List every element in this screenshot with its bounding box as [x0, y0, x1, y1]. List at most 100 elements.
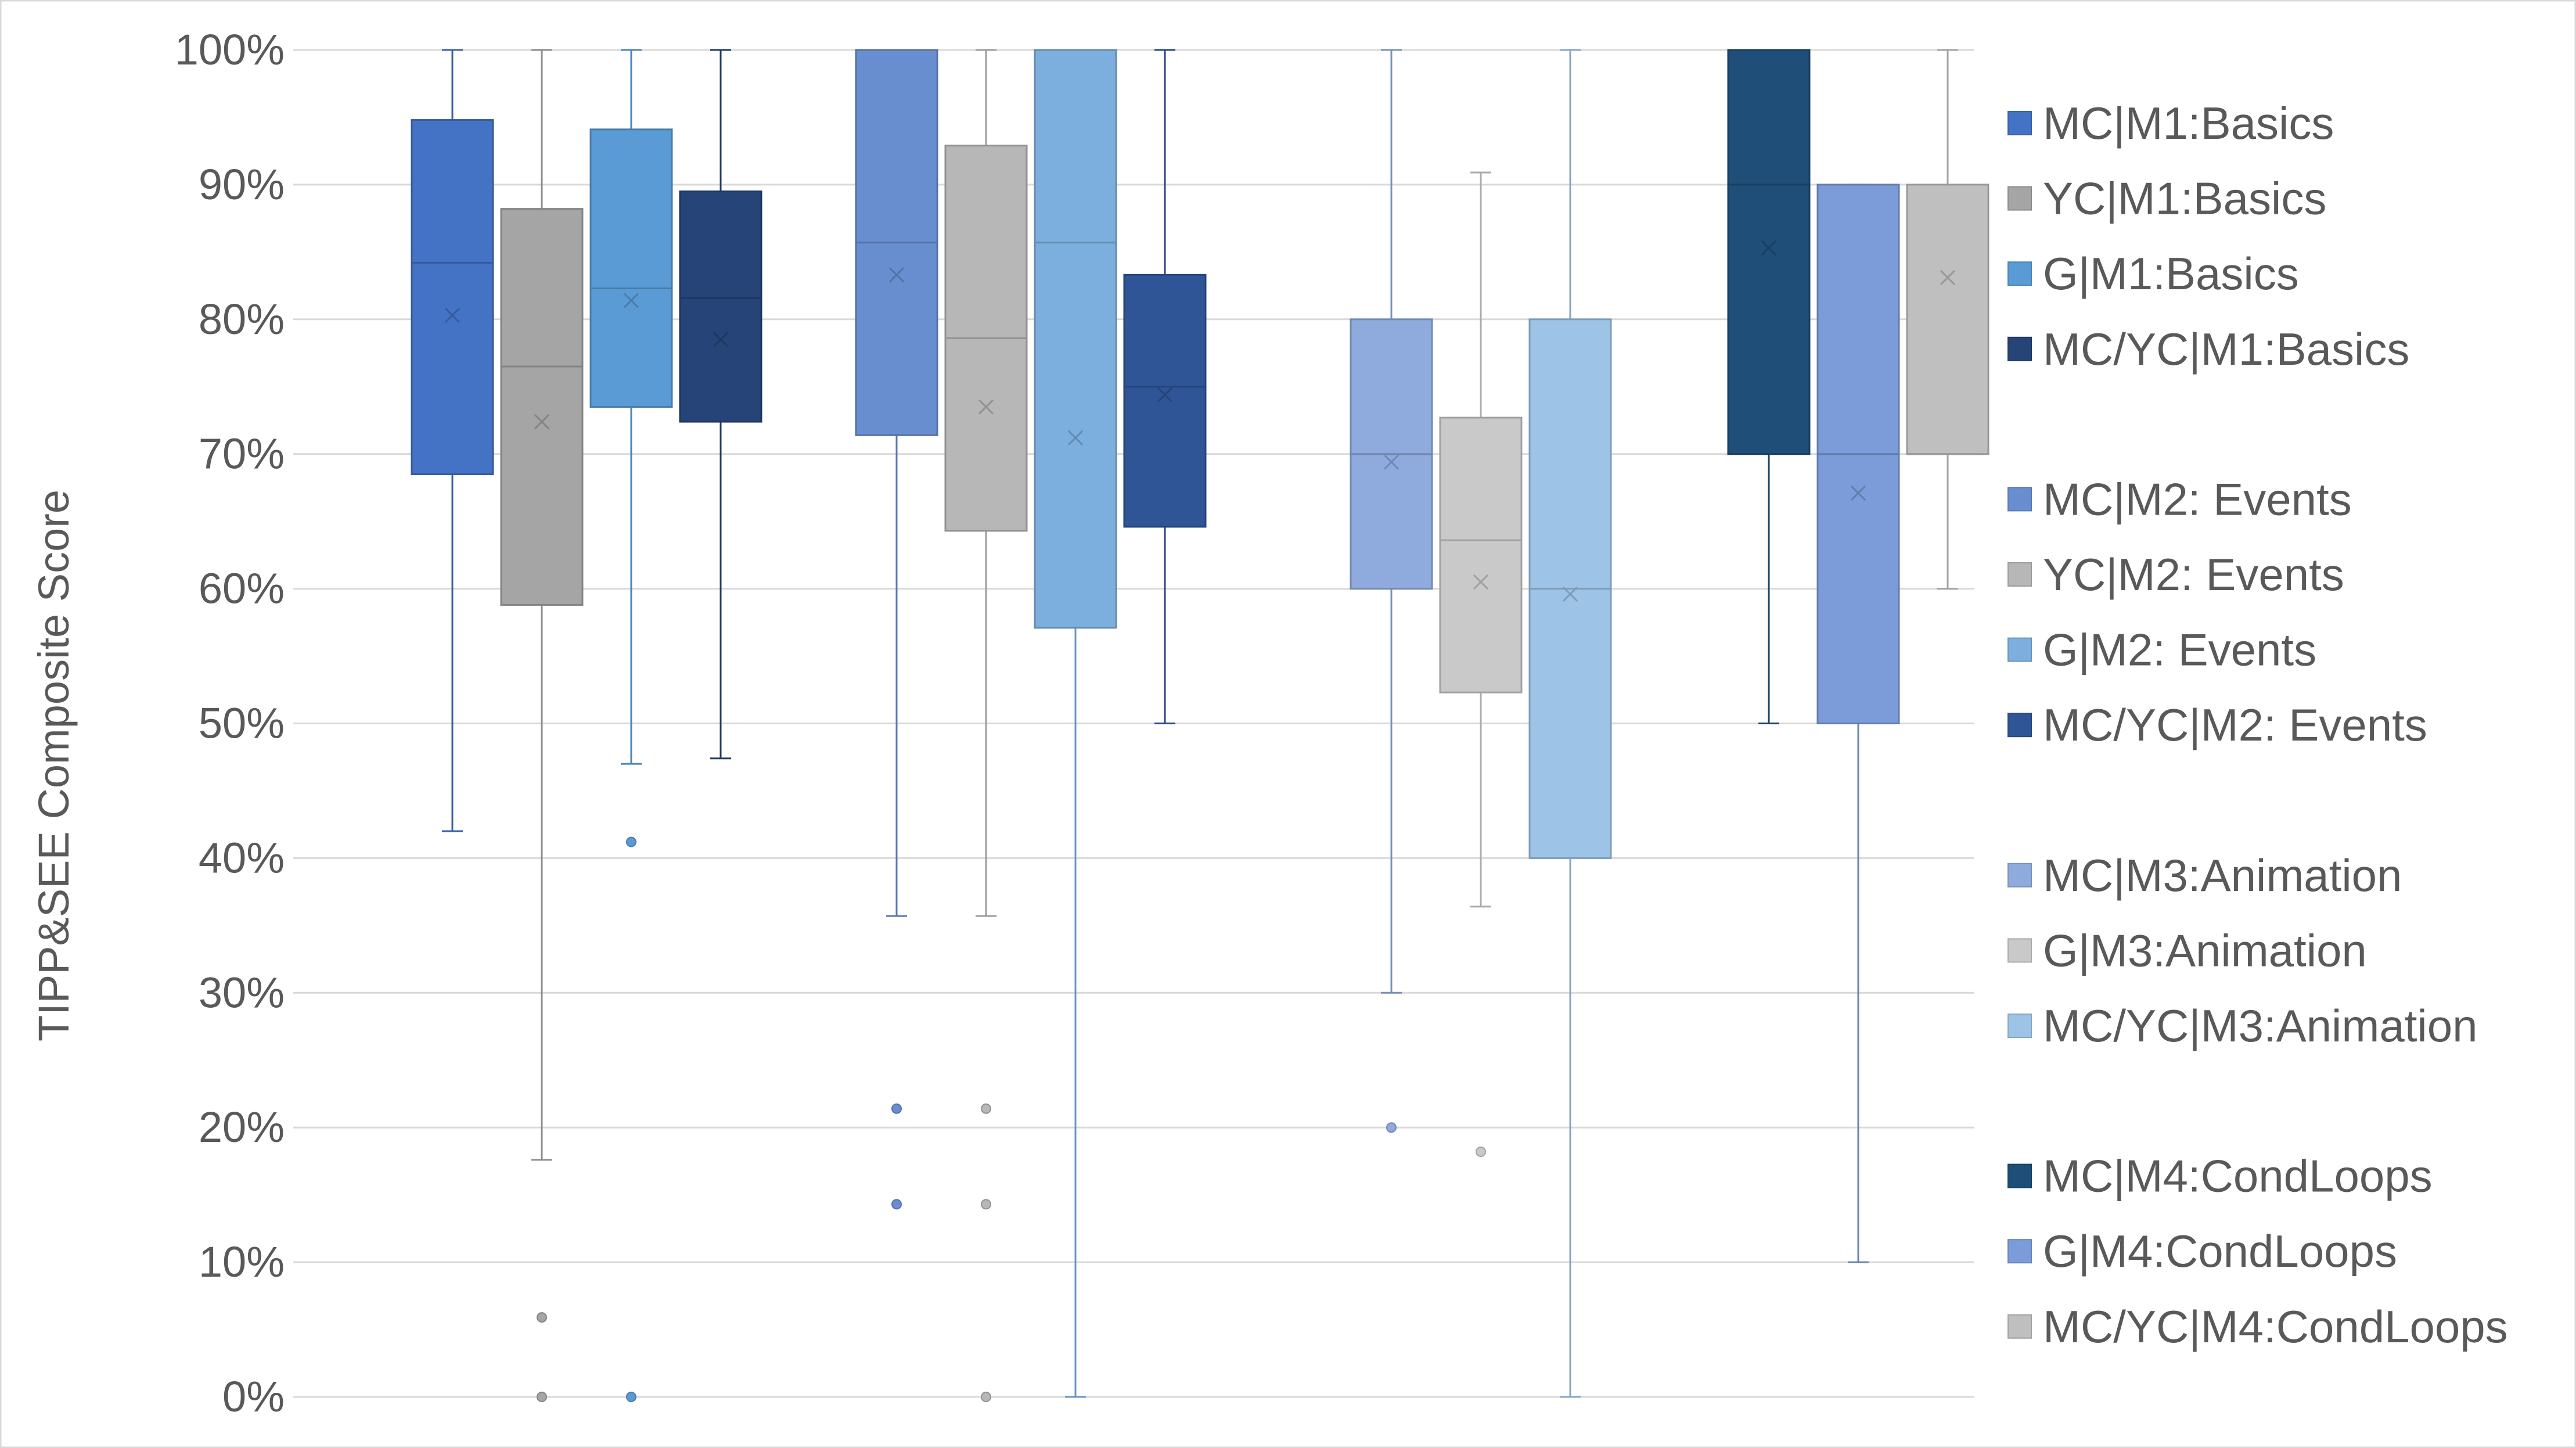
box-plot — [1439, 171, 1523, 1157]
legend-label: MC/YC|M4:CondLoops — [2043, 1301, 2508, 1352]
legend-label: YC|M1:Basics — [2043, 173, 2326, 224]
legend-item: MC/YC|M2: Events — [2007, 699, 2427, 750]
legend-swatch — [2007, 261, 2032, 286]
legend-item: MC/YC|M1:Basics — [2007, 324, 2409, 375]
mean-marker — [1157, 387, 1173, 403]
outlier-point — [1476, 1146, 1486, 1157]
box-plot — [411, 49, 494, 832]
mean-marker — [1067, 430, 1084, 445]
y-tick-label: 10% — [199, 1238, 285, 1286]
legend-label: MC|M2: Events — [2043, 473, 2352, 524]
legend-label: MC/YC|M3:Animation — [2043, 1000, 2477, 1051]
legend-item: YC|M1:Basics — [2007, 173, 2326, 224]
box-plot — [1528, 49, 1612, 1398]
legend-swatch — [2007, 186, 2032, 211]
box — [1439, 416, 1523, 694]
legend-label: MC|M4:CondLoops — [2043, 1151, 2433, 1202]
outlier-point — [891, 1199, 902, 1210]
outlier-point — [537, 1312, 547, 1323]
box-plot — [855, 49, 938, 1210]
box — [1727, 49, 1811, 455]
box — [411, 119, 494, 475]
legend-label: MC/YC|M1:Basics — [2043, 324, 2409, 375]
outlier-point — [626, 1392, 636, 1402]
legend-item: MC/YC|M4:CondLoops — [2007, 1301, 2508, 1352]
y-tick-label: 80% — [199, 295, 285, 343]
mean-marker — [888, 267, 905, 283]
legend-item: G|M1:Basics — [2007, 248, 2299, 299]
legend-label: YC|M2: Events — [2043, 549, 2344, 600]
y-tick-label: 90% — [199, 160, 285, 209]
legend-item: MC/YC|M3:Animation — [2007, 1000, 2477, 1051]
mean-marker — [1761, 240, 1777, 256]
box-plot — [1350, 49, 1433, 1133]
legend-swatch — [2007, 1239, 2032, 1264]
legend-swatch — [2007, 1163, 2032, 1188]
legend-swatch — [2007, 713, 2032, 738]
legend-item: MC|M3:Animation — [2007, 850, 2402, 901]
box-plots — [411, 49, 1989, 1402]
legend-item: G|M2: Events — [2007, 624, 2316, 676]
legend-item: MC|M1:Basics — [2007, 98, 2334, 149]
legend-swatch — [2007, 487, 2032, 512]
mean-marker — [713, 332, 729, 347]
legend-label: MC|M1:Basics — [2043, 98, 2334, 149]
box-plot — [1906, 49, 1989, 590]
legend-swatch — [2007, 1314, 2032, 1339]
outlier-point — [981, 1103, 991, 1114]
y-tick-label: 30% — [199, 968, 285, 1016]
outlier-point — [981, 1392, 991, 1402]
box — [589, 128, 673, 408]
mean-marker — [1562, 586, 1578, 602]
legend-label: MC/YC|M2: Events — [2043, 699, 2427, 750]
box — [500, 208, 584, 606]
legend-swatch — [2007, 111, 2032, 135]
legend-label: G|M2: Events — [2043, 624, 2316, 676]
legend-swatch — [2007, 938, 2032, 963]
mean-marker — [534, 414, 550, 430]
y-tick-label: 100% — [175, 26, 285, 74]
legend-label: G|M1:Basics — [2043, 248, 2299, 299]
outlier-point — [1386, 1122, 1397, 1133]
legend-item: MC|M2: Events — [2007, 473, 2352, 524]
box-plot — [589, 49, 673, 1402]
box — [1123, 274, 1207, 528]
y-axis-title: TIPP&SEE Composite Score — [30, 490, 78, 1041]
legend-item: G|M3:Animation — [2007, 925, 2367, 976]
box-plot — [1034, 49, 1117, 1398]
legend: MC|M1:Basics YC|M1:Basics G|M1:Basics MC/YC… — [2007, 98, 2508, 1352]
y-tick-label: 0% — [222, 1372, 285, 1421]
box — [1034, 49, 1117, 629]
outlier-point — [626, 836, 636, 847]
legend-label: G|M4:CondLoops — [2043, 1226, 2397, 1277]
box-plot — [1727, 49, 1811, 724]
legend-item: YC|M2: Events — [2007, 549, 2344, 600]
outlier-point — [537, 1392, 547, 1402]
legend-swatch — [2007, 863, 2032, 888]
box — [1906, 184, 1989, 455]
y-axis-tick-labels: 0% 10% 20% 30% 40% 50% 60% 70% 80% 90% 100% — [175, 26, 285, 1421]
legend-item: MC|M4:CondLoops — [2007, 1151, 2433, 1202]
y-tick-label: 50% — [199, 699, 285, 748]
box-plot — [1816, 184, 1900, 1263]
legend-swatch — [2007, 637, 2032, 662]
mean-marker — [623, 293, 639, 308]
legend-label: MC|M3:Animation — [2043, 850, 2402, 901]
mean-marker — [1473, 574, 1489, 590]
y-tick-label: 70% — [199, 430, 285, 478]
y-tick-label: 20% — [199, 1103, 285, 1151]
mean-marker — [1383, 454, 1399, 470]
legend-item: G|M4:CondLoops — [2007, 1226, 2397, 1277]
legend-swatch — [2007, 1014, 2032, 1038]
box — [679, 190, 762, 423]
legend-swatch — [2007, 336, 2032, 361]
box-plot — [679, 49, 762, 760]
mean-marker — [1940, 270, 1956, 285]
box-plot — [1123, 49, 1207, 724]
box-plot — [944, 49, 1028, 1402]
mean-marker — [1850, 485, 1866, 501]
box-plot — [500, 49, 584, 1402]
legend-swatch — [2007, 562, 2032, 587]
legend-label: G|M3:Animation — [2043, 925, 2367, 976]
